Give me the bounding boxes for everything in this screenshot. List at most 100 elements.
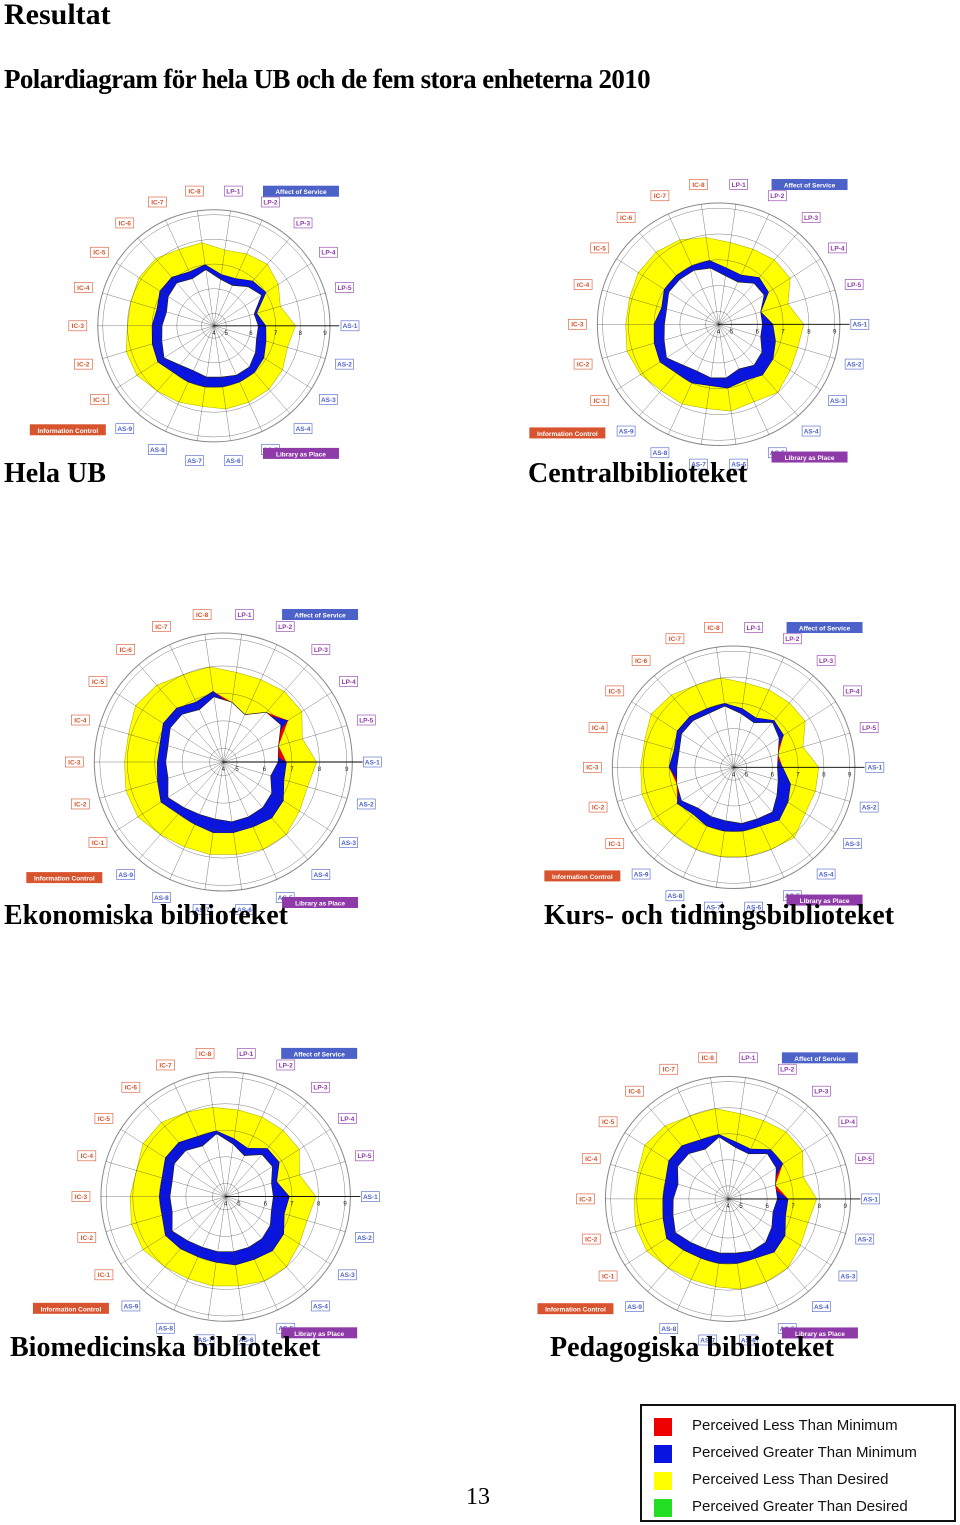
grid-spoke bbox=[654, 767, 734, 860]
axis-label-box bbox=[838, 1116, 858, 1128]
axis-label-as-6: AS-6 bbox=[741, 1337, 756, 1344]
scale-tick-label: 9 bbox=[833, 329, 837, 335]
axis-label-box bbox=[729, 179, 749, 190]
grid-spoke bbox=[223, 692, 332, 763]
axis-label-as-7: AS-7 bbox=[198, 1337, 213, 1344]
grid-spoke bbox=[213, 325, 326, 359]
axis-label-box bbox=[590, 395, 610, 406]
axis-label-lp-2: LP-2 bbox=[770, 193, 784, 200]
grid-spoke bbox=[710, 1077, 729, 1199]
grid-spoke bbox=[143, 1102, 226, 1197]
axis-label-box bbox=[319, 394, 338, 405]
axis-label-ic-1: IC-1 bbox=[602, 1273, 615, 1280]
grid-spoke bbox=[169, 644, 224, 763]
axis-label-as-2: AS-2 bbox=[337, 362, 352, 369]
legend-item: Perceived Greater Than Desired bbox=[654, 1497, 944, 1519]
axis-label-box bbox=[223, 185, 243, 197]
scale-tick-label: 6 bbox=[263, 767, 267, 773]
axis-label-box bbox=[744, 901, 764, 913]
page-number: 13 bbox=[466, 1484, 490, 1510]
axis-label-as-1: AS-1 bbox=[365, 759, 380, 766]
axis-label-ic-3: IC-3 bbox=[75, 1194, 88, 1201]
axis-label-as-3: AS-3 bbox=[340, 1272, 355, 1279]
axis-label-ic-8: IC-8 bbox=[692, 182, 705, 189]
axis-label-box bbox=[195, 1048, 215, 1059]
grid-spoke bbox=[716, 767, 734, 888]
radar-chart-centralbiblioteket: 456789AS-1AS-2AS-3AS-4AS-5AS-6AS-7AS-8AS… bbox=[529, 179, 870, 470]
axis-label-lp-3: LP-3 bbox=[296, 220, 310, 227]
grid-spoke bbox=[733, 701, 836, 768]
axis-label-box bbox=[156, 1059, 175, 1071]
scale-tick-label: 9 bbox=[345, 767, 349, 773]
axis-label-box bbox=[311, 1300, 330, 1312]
grid-spoke bbox=[624, 1198, 729, 1266]
axis-label-as-8: AS-8 bbox=[668, 893, 683, 900]
grid-spoke bbox=[727, 1198, 809, 1292]
axis-label-lp-3: LP-3 bbox=[804, 215, 818, 222]
axis-label-box bbox=[659, 1323, 679, 1334]
group-label-affect: Affect of Service bbox=[275, 189, 327, 196]
grid-spoke bbox=[223, 644, 278, 763]
grid-spoke bbox=[213, 325, 312, 389]
grid-spoke bbox=[602, 289, 719, 325]
axis-label-ic-7: IC-7 bbox=[654, 193, 667, 200]
axis-label-ic-3: IC-3 bbox=[68, 759, 81, 766]
axis-label-ic-4: IC-4 bbox=[74, 717, 87, 724]
scale-tick-label: 6 bbox=[756, 329, 760, 335]
axis-label-ic-2: IC-2 bbox=[74, 801, 87, 808]
axis-label-box bbox=[625, 1301, 644, 1312]
grid-spoke bbox=[683, 767, 734, 878]
axis-label-box bbox=[156, 1322, 175, 1334]
axis-label-as-6: AS-6 bbox=[226, 458, 241, 465]
axis-label-box bbox=[665, 633, 685, 645]
scale-tick-label: 4 bbox=[222, 767, 226, 773]
grid-spoke bbox=[207, 1073, 226, 1197]
grid-spoke bbox=[718, 258, 821, 325]
scale-tick-label: 6 bbox=[765, 1204, 769, 1210]
grid-spoke bbox=[223, 761, 242, 890]
group-label-affect: Affect of Service bbox=[784, 183, 836, 190]
axis-label-lp-4: LP-4 bbox=[845, 688, 859, 695]
legend-swatch-green bbox=[654, 1499, 672, 1517]
group-label-place: Library as Place bbox=[800, 898, 850, 905]
grid-spoke bbox=[213, 220, 263, 326]
axis-label-box bbox=[116, 869, 136, 880]
axis-label-ic-6: IC-6 bbox=[120, 647, 133, 654]
axis-label-as-4: AS-4 bbox=[804, 428, 819, 435]
scale-tick-label: 4 bbox=[717, 329, 721, 335]
axis-label-box bbox=[340, 320, 360, 332]
axis-label-box bbox=[777, 1063, 797, 1075]
axis-label-box bbox=[74, 282, 93, 293]
axis-label-as-3: AS-3 bbox=[321, 397, 336, 404]
axis-label-box bbox=[744, 622, 764, 633]
grid-spoke bbox=[631, 701, 734, 768]
axis-label-ic-5: IC-5 bbox=[98, 1116, 111, 1123]
axis-label-ic-2: IC-2 bbox=[81, 1235, 94, 1242]
group-label-band bbox=[262, 185, 339, 197]
axis-label-ic-1: IC-1 bbox=[609, 841, 622, 848]
grid-spoke bbox=[718, 204, 737, 325]
axis-label-box bbox=[356, 798, 376, 810]
axis-label-box bbox=[335, 358, 354, 370]
grid-spoke bbox=[173, 1196, 226, 1311]
axis-label-as-7: AS-7 bbox=[195, 907, 210, 914]
radar-chart-kurs-och-tidning: 456789AS-1AS-2AS-3AS-4AS-5AS-6AS-7AS-8AS… bbox=[544, 622, 885, 913]
axis-label-as-2: AS-2 bbox=[857, 1236, 872, 1243]
scale-tick-label: 5 bbox=[235, 767, 239, 773]
grid-spoke bbox=[223, 761, 332, 832]
axis-label-box bbox=[650, 190, 670, 202]
group-label-band bbox=[771, 179, 848, 191]
axis-label-as-7: AS-7 bbox=[691, 462, 706, 469]
axis-label-box bbox=[573, 358, 593, 370]
axis-label-ic-7: IC-7 bbox=[663, 1067, 676, 1074]
grid-spoke bbox=[624, 1132, 729, 1200]
grid-spoke bbox=[225, 1128, 331, 1197]
axis-label-box bbox=[115, 423, 135, 434]
axis-label-lp-5: LP-5 bbox=[862, 725, 876, 732]
axis-label-box bbox=[71, 798, 90, 810]
grid-spoke bbox=[647, 1198, 729, 1292]
axis-label-ic-8: IC-8 bbox=[188, 188, 201, 195]
axis-label-as-2: AS-2 bbox=[359, 801, 374, 808]
axis-label-box bbox=[844, 358, 864, 370]
axis-label-ic-7: IC-7 bbox=[669, 636, 682, 643]
